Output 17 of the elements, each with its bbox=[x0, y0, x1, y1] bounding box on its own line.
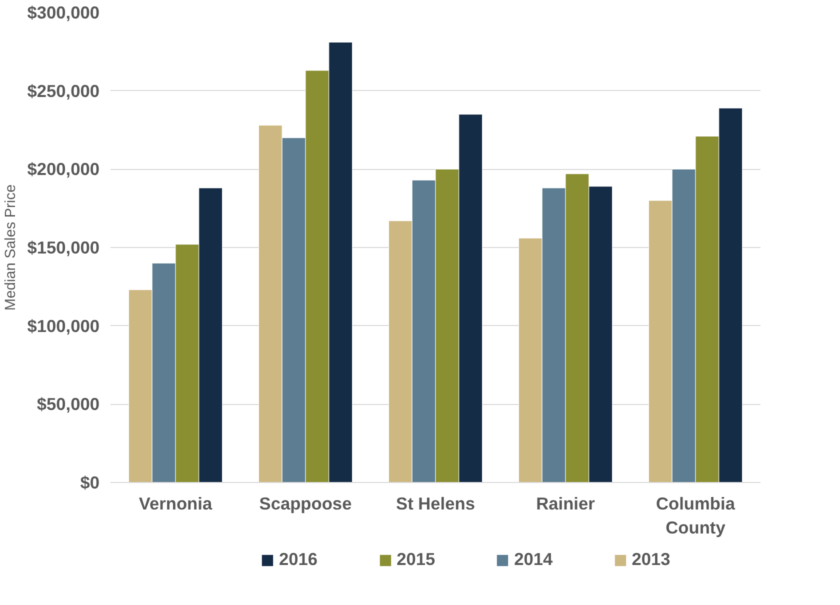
y-tick-label: $100,000 bbox=[27, 316, 100, 336]
x-tick-label: Scappoose bbox=[259, 494, 352, 514]
x-tick-label: Columbia County bbox=[656, 494, 736, 538]
y-tick-label: $200,000 bbox=[27, 159, 100, 180]
y-axis-title: Median Sales Price bbox=[3, 184, 20, 311]
legend-label: 2015 bbox=[396, 549, 436, 570]
x-tick-label: Rainier bbox=[536, 494, 596, 514]
legend-label: 2013 bbox=[632, 549, 670, 570]
legend-label: 2014 bbox=[514, 549, 553, 570]
y-tick-label: $50,000 bbox=[36, 394, 100, 414]
x-tick-label: St Helens bbox=[396, 494, 475, 514]
legend-label: 2016 bbox=[279, 549, 318, 570]
y-tick-label: $0 bbox=[80, 472, 100, 492]
y-tick-label: $150,000 bbox=[27, 238, 100, 258]
y-tick-label: $250,000 bbox=[27, 80, 100, 101]
x-tick-label: Vernonia bbox=[138, 494, 212, 514]
y-tick-label: $300,000 bbox=[27, 2, 100, 22]
